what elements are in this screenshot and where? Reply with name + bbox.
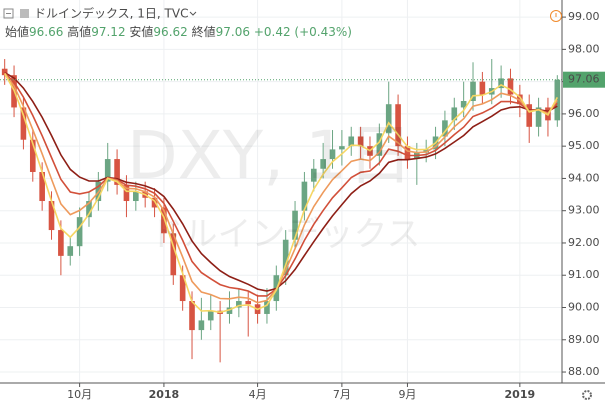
- candle-body: [67, 246, 74, 256]
- open-value: 96.66: [29, 25, 63, 39]
- y-tick-label: 99.00: [568, 10, 600, 23]
- x-tick-label: 4月: [249, 388, 267, 401]
- y-tick-label: 91.00: [568, 268, 600, 281]
- x-tick-label: 2019: [505, 388, 536, 401]
- x-tick-label: 7月: [333, 388, 351, 401]
- x-tick-label: 10月: [67, 388, 92, 401]
- candle-body: [385, 104, 392, 134]
- watermark-ticker: DXY, 1日: [127, 117, 413, 194]
- candle-body: [58, 230, 64, 256]
- candle-body: [236, 301, 242, 308]
- candle-body: [292, 210, 298, 240]
- last-price-label: 97.06: [568, 73, 600, 86]
- candle-body: [189, 301, 195, 331]
- low-label: 安値: [129, 24, 153, 39]
- high-label: 高値: [67, 24, 91, 39]
- candle-body: [423, 149, 429, 153]
- candle-body: [264, 301, 270, 314]
- watermark-name: ドルインデックス: [150, 215, 421, 255]
- candle-body: [123, 184, 130, 202]
- candle-body: [161, 207, 167, 234]
- collapse-icon[interactable]: [3, 8, 14, 19]
- candle-body: [451, 107, 458, 121]
- candle-body: [198, 320, 205, 331]
- candle-body: [507, 78, 514, 95]
- close-label: 終値: [192, 24, 216, 39]
- candle-body: [348, 136, 355, 147]
- ribbon-line: [4, 73, 559, 314]
- candle-body: [376, 133, 383, 156]
- y-tick-label: 95.00: [568, 139, 600, 152]
- candle-body: [395, 104, 401, 147]
- candle-body: [76, 217, 83, 247]
- candle-body: [442, 120, 448, 137]
- candle-body: [226, 307, 233, 314]
- settings-icon[interactable]: [582, 390, 592, 400]
- x-tick-label: 2018: [149, 388, 180, 401]
- candle-body: [526, 104, 533, 127]
- low-value: 96.62: [153, 25, 187, 39]
- candle-body: [179, 275, 186, 302]
- candle-body: [39, 171, 45, 202]
- candle-body: [479, 81, 486, 95]
- candle-body: [339, 146, 345, 150]
- candle-body: [460, 100, 467, 108]
- open-label: 始値: [5, 24, 29, 39]
- candle-body: [498, 78, 504, 89]
- candle-body: [535, 107, 542, 127]
- candle-body: [245, 301, 252, 305]
- y-tick-label: 88.00: [568, 365, 600, 378]
- candle-body: [29, 139, 36, 172]
- y-tick-label: 96.00: [568, 107, 600, 120]
- candle-body: [357, 136, 364, 147]
- close-value: 97.06: [216, 25, 250, 39]
- symbol-title[interactable]: ドルインデックス, 1日, TVC: [34, 6, 188, 21]
- alert-icon[interactable]: [550, 10, 562, 22]
- candle-body: [48, 201, 55, 231]
- last-price-tag: [563, 71, 605, 88]
- candle-body: [20, 107, 27, 140]
- candle-body: [86, 201, 92, 218]
- candle-body: [320, 159, 326, 169]
- y-tick-label: 92.00: [568, 236, 600, 249]
- y-tick-label: 89.00: [568, 333, 600, 346]
- candle-body: [133, 191, 139, 202]
- candle-body: [282, 239, 289, 276]
- ohlc-row: 始値96.66 高値97.12 安値96.62 終値97.06 +0.42 (+…: [5, 24, 352, 39]
- dropdown-arrow[interactable]: [189, 11, 197, 16]
- candle-body: [470, 81, 476, 101]
- candle-body: [151, 197, 158, 208]
- candle-body: [404, 146, 411, 160]
- change-value: +0.42 (+0.43%): [254, 25, 352, 39]
- symbol-icon[interactable]: [20, 9, 29, 18]
- y-tick-label: 90.00: [568, 300, 600, 313]
- x-tick-label: 9月: [398, 388, 416, 401]
- plot-layer: [0, 0, 562, 383]
- candle-body: [301, 181, 308, 211]
- ribbon-line: [4, 71, 558, 292]
- candle-body: [207, 310, 214, 321]
- candle-body: [170, 233, 177, 276]
- candle-body: [310, 168, 317, 182]
- y-tick-label: 98.00: [568, 42, 600, 55]
- candle-body: [104, 159, 111, 182]
- ribbon-line: [4, 72, 558, 297]
- candle-body: [554, 79, 561, 121]
- y-tick-label: 94.00: [568, 171, 600, 184]
- candle-body: [114, 159, 120, 185]
- candle-body: [329, 149, 336, 160]
- high-value: 97.12: [91, 25, 125, 39]
- candle-body: [1, 68, 8, 76]
- y-tick-label: 93.00: [568, 204, 600, 217]
